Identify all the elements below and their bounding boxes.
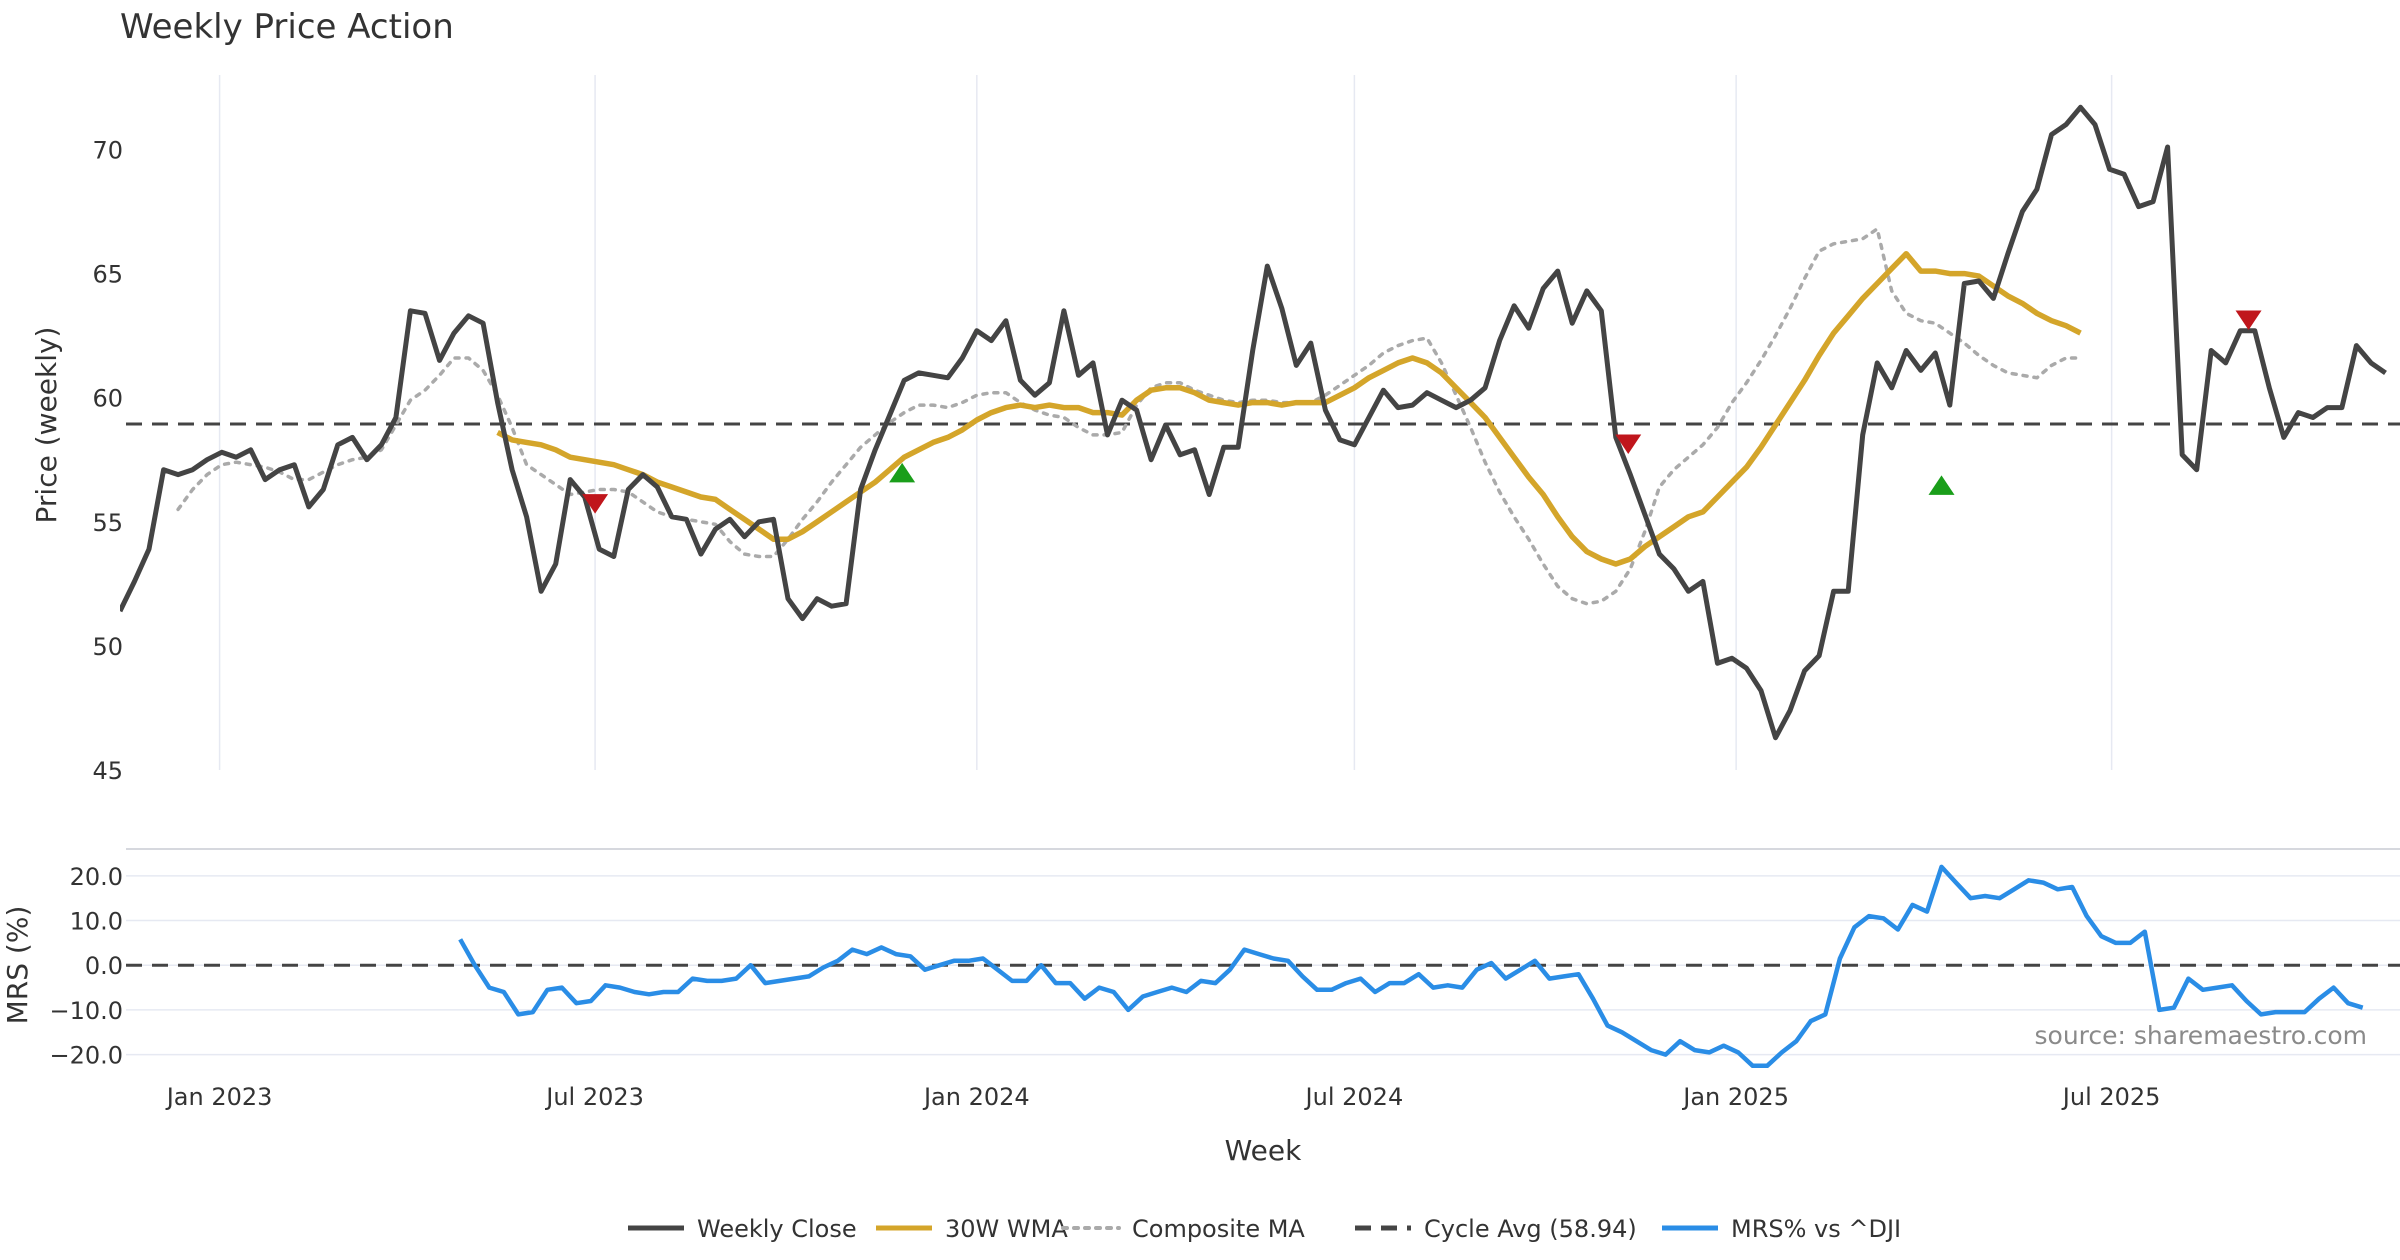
price-y-tick-label: 70 — [92, 136, 123, 164]
x-axis-ticks: Jan 2023 Jul 2023 Jan 2024 Jul 2024 Jan 2025… — [165, 1083, 2161, 1111]
x-tick-label: Jul 2025 — [2061, 1083, 2161, 1111]
signal-down-marker — [582, 494, 609, 514]
price-y-ticks: 45 50 55 60 65 70 — [92, 136, 123, 785]
x-tick-label: Jul 2023 — [544, 1083, 644, 1111]
composite-ma-line — [176, 227, 2083, 606]
weekly-close-line — [120, 104, 2387, 741]
mrs-y-ticks: −20.0 −10.0 0.0 10.0 20.0 — [49, 863, 123, 1070]
mrs-y-tick-label: 10.0 — [70, 908, 123, 936]
mrs-vs-dji-line — [458, 864, 2364, 1069]
legend-label: MRS% vs ^DJI — [1731, 1215, 1901, 1243]
signal-up-marker — [889, 462, 916, 483]
legend: Weekly Close 30W WMA Composite MA Cycle Avg… — [628, 1215, 1901, 1243]
mrs-y-tick-label: −20.0 — [49, 1042, 123, 1070]
legend-label: Cycle Avg (58.94) — [1424, 1215, 1637, 1243]
price-y-axis-title: Price (weekly) — [30, 327, 63, 524]
source-annotation: source: sharemaestro.com — [2035, 1021, 2368, 1050]
legend-label: Weekly Close — [697, 1215, 857, 1243]
price-y-tick-label: 65 — [92, 261, 123, 289]
signal-down-marker — [1615, 434, 1642, 455]
price-y-tick-label: 45 — [92, 757, 123, 785]
mrs-y-tick-label: 0.0 — [85, 952, 123, 980]
price-series — [120, 104, 2400, 741]
price-y-tick-label: 60 — [92, 385, 123, 413]
price-y-tick-label: 50 — [92, 633, 123, 661]
x-tick-label: Jan 2024 — [922, 1083, 1030, 1111]
signal-up-marker — [1928, 475, 1955, 495]
x-tick-label: Jan 2025 — [1681, 1083, 1789, 1111]
x-tick-label: Jul 2024 — [1304, 1083, 1404, 1111]
legend-label: Composite MA — [1132, 1215, 1305, 1243]
x-tick-label: Jan 2023 — [165, 1083, 273, 1111]
chart-title: Weekly Price Action — [120, 7, 454, 47]
legend-label: 30W WMA — [945, 1215, 1068, 1243]
x-axis-title: Week — [1225, 1134, 1302, 1167]
30w-wma-line — [496, 250, 2082, 567]
signal-down-marker — [2235, 310, 2262, 330]
mrs-y-axis-title: MRS (%) — [1, 906, 34, 1025]
mrs-series — [126, 864, 2400, 1069]
signal-markers — [582, 310, 2262, 514]
price-y-tick-label: 55 — [92, 509, 123, 537]
mrs-y-tick-label: −10.0 — [49, 997, 123, 1025]
mrs-y-tick-label: 20.0 — [70, 863, 123, 891]
